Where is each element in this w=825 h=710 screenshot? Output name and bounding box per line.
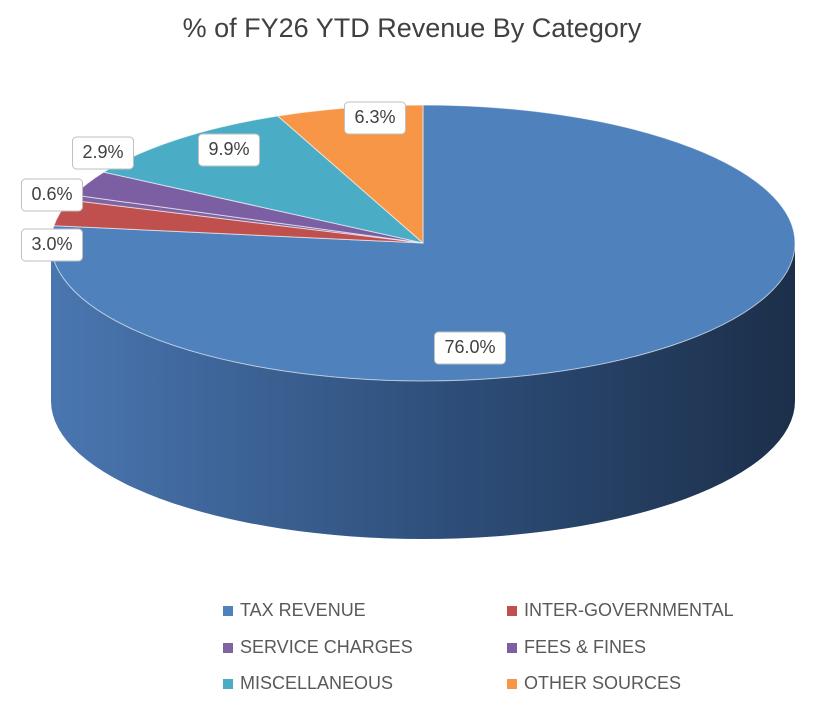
legend-label: MISCELLANEOUS [240,673,393,693]
legend-swatch [507,679,517,689]
data-label-text: 3.0% [31,234,72,254]
data-label-text: 0.6% [31,184,72,204]
legend-label: SERVICE CHARGES [240,637,413,657]
data-label-text: 76.0% [444,337,495,357]
data-label: 0.6% [20,178,84,212]
data-label-box [433,331,507,365]
data-label: 76.0% [433,331,507,365]
chart-title: % of FY26 YTD Revenue By Category [183,13,642,43]
legend-label: OTHER SOURCES [524,673,681,693]
data-label-box [197,133,261,167]
slice [50,104,796,382]
data-label-text: 6.3% [354,107,395,127]
data-label-box [343,101,407,135]
data-label: 2.9% [71,136,135,170]
legend-label: TAX REVENUE [240,600,366,620]
data-label-box [20,178,84,212]
data-label: 6.3% [343,101,407,135]
data-label-text: 9.9% [208,139,249,159]
slice-side [51,243,795,539]
data-label-text: 2.9% [82,142,123,162]
legend-label: FEES & FINES [524,637,646,657]
legend-swatch [223,643,233,653]
data-label: 9.9% [197,133,261,167]
data-label: 3.0% [20,228,84,262]
legend-swatch [223,679,233,689]
legend-label: INTER-GOVERNMENTAL [524,600,734,620]
data-label-box [20,228,84,262]
legend-swatch [223,606,233,616]
data-label-box [71,136,135,170]
legend-swatch [507,643,517,653]
legend-swatch [507,606,517,616]
